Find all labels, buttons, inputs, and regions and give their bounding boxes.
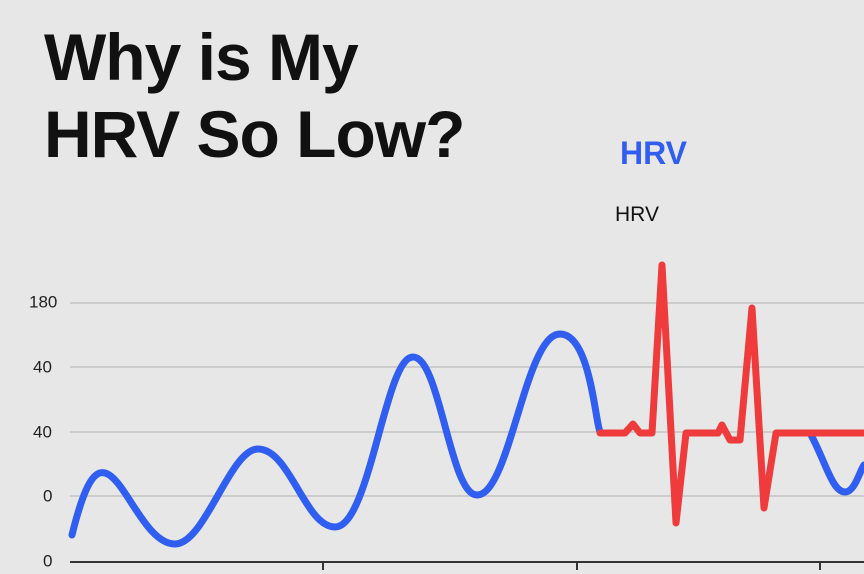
- caption: HRV: [615, 203, 659, 226]
- title-line: Why is My: [44, 20, 359, 94]
- y-label: 40: [33, 357, 52, 376]
- y-label: 40: [33, 422, 52, 441]
- y-label: 0: [43, 486, 52, 505]
- grid: [70, 302, 864, 497]
- y-label: 180: [29, 292, 57, 311]
- legend-title: HRV: [620, 135, 688, 171]
- red-ecg: [596, 261, 864, 527]
- y-label: 0: [43, 551, 52, 570]
- title-line: HRV So Low?: [44, 97, 464, 171]
- blue-wave: [68, 330, 604, 548]
- x-ticks: [322, 562, 821, 570]
- blue-wave-tail: [806, 429, 864, 496]
